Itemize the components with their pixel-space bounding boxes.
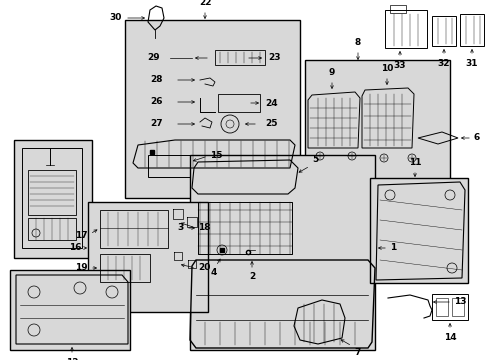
Bar — [100, 210, 168, 248]
Bar — [431, 294, 467, 320]
Text: 22: 22 — [198, 0, 211, 7]
Text: 1: 1 — [389, 243, 395, 252]
Bar — [431, 16, 455, 46]
Text: 19: 19 — [75, 264, 88, 273]
Bar — [88, 202, 207, 312]
Text: 2: 2 — [248, 272, 255, 281]
Text: 26: 26 — [150, 98, 163, 107]
Bar — [28, 170, 76, 215]
Text: 15: 15 — [209, 150, 222, 159]
Text: 13: 13 — [453, 297, 466, 306]
Bar — [100, 254, 150, 282]
Text: 28: 28 — [150, 76, 163, 85]
Text: 6: 6 — [473, 134, 479, 143]
Text: 25: 25 — [264, 120, 277, 129]
Bar — [10, 270, 130, 350]
Text: 12: 12 — [65, 358, 78, 360]
Bar — [369, 178, 467, 283]
Text: 31: 31 — [465, 59, 477, 68]
Text: 20: 20 — [198, 264, 210, 273]
Text: 33: 33 — [393, 61, 406, 70]
Bar — [435, 298, 447, 316]
Bar — [215, 50, 264, 65]
Bar — [28, 218, 76, 240]
Text: 14: 14 — [443, 333, 455, 342]
Text: 32: 32 — [437, 59, 449, 68]
Text: 27: 27 — [150, 120, 163, 129]
Text: 9: 9 — [328, 68, 334, 77]
Bar — [459, 14, 483, 46]
Text: 30: 30 — [109, 13, 122, 22]
Text: 16: 16 — [69, 243, 82, 252]
Bar — [451, 298, 463, 316]
Text: 23: 23 — [267, 54, 280, 63]
Text: 4: 4 — [210, 268, 217, 277]
Bar — [190, 155, 374, 350]
Bar — [389, 5, 405, 13]
Bar — [218, 94, 260, 112]
Bar — [305, 60, 449, 188]
Text: 11: 11 — [408, 158, 420, 167]
Text: 24: 24 — [264, 99, 277, 108]
Text: 29: 29 — [147, 54, 160, 63]
Text: 5: 5 — [311, 155, 318, 164]
Bar — [22, 148, 82, 248]
Text: 18: 18 — [198, 224, 210, 233]
Bar — [125, 20, 299, 198]
Bar — [384, 10, 426, 48]
Text: 7: 7 — [353, 348, 360, 357]
Text: 3: 3 — [177, 224, 183, 233]
Bar — [148, 155, 190, 177]
Bar — [14, 140, 92, 258]
Text: 17: 17 — [75, 231, 88, 240]
Text: 10: 10 — [380, 64, 392, 73]
Text: 8: 8 — [354, 38, 360, 47]
